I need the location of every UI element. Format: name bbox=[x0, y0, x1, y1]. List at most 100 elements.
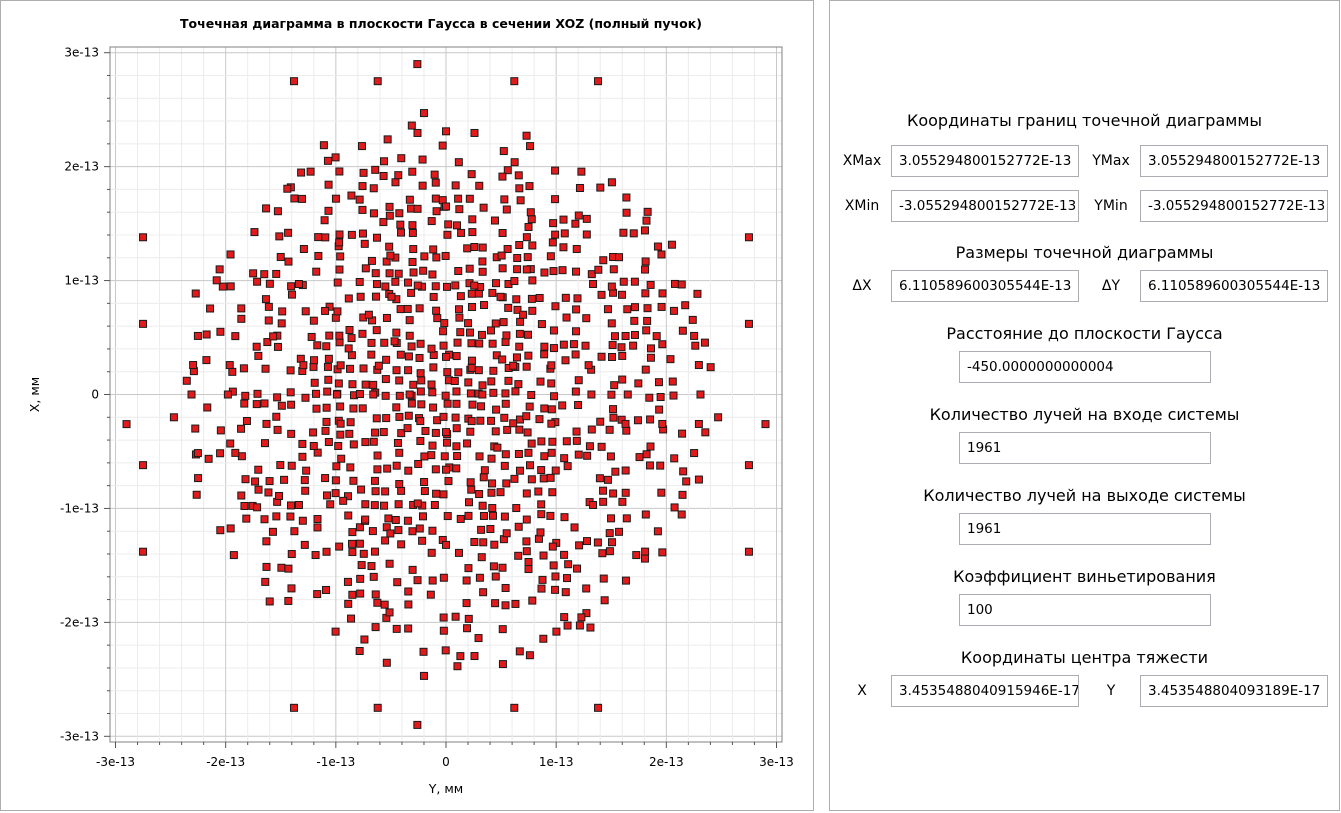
spot-point bbox=[608, 341, 617, 350]
spot-point bbox=[265, 477, 274, 486]
spot-point bbox=[455, 205, 464, 214]
spot-point bbox=[463, 624, 472, 633]
spot-point bbox=[298, 439, 307, 448]
spot-point bbox=[462, 576, 471, 585]
spot-point bbox=[273, 393, 282, 402]
spot-point bbox=[379, 428, 388, 437]
spot-point bbox=[560, 229, 569, 238]
spot-point bbox=[499, 147, 508, 156]
spot-diagram-panel: Точечная диаграмма в плоскости Гаусса в … bbox=[0, 0, 814, 811]
spot-point bbox=[498, 228, 507, 237]
spot-point bbox=[498, 172, 507, 181]
spot-point bbox=[582, 537, 591, 546]
spot-point bbox=[253, 503, 262, 512]
spot-point bbox=[524, 558, 533, 567]
spot-point bbox=[438, 141, 447, 150]
dy-field[interactable]: 6.110589600305544E-13 bbox=[1140, 270, 1328, 302]
spot-point bbox=[524, 565, 533, 574]
x-tick-label: 3e-13 bbox=[759, 755, 794, 769]
spot-point bbox=[393, 578, 402, 587]
spot-point bbox=[242, 416, 251, 425]
cx-field[interactable]: 3.4535488040915946E-17 bbox=[891, 675, 1079, 707]
spot-point bbox=[475, 181, 484, 190]
spot-point bbox=[463, 244, 472, 253]
spot-point bbox=[475, 490, 484, 499]
spot-point bbox=[385, 559, 394, 568]
spot-point bbox=[577, 167, 586, 176]
spot-point bbox=[226, 524, 235, 533]
spot-point bbox=[241, 475, 250, 484]
xmin-field[interactable]: -3.055294800152772E-13 bbox=[891, 190, 1079, 222]
ymin-field[interactable]: -3.055294800152772E-13 bbox=[1140, 190, 1328, 222]
spot-point bbox=[509, 361, 518, 370]
ymax-field[interactable]: 3.055294800152772E-13 bbox=[1140, 145, 1328, 177]
spot-point bbox=[439, 327, 448, 336]
rays-in-field[interactable]: 1961 bbox=[959, 432, 1211, 464]
spot-point bbox=[606, 452, 615, 461]
spot-point bbox=[511, 599, 520, 608]
spot-point bbox=[325, 331, 334, 340]
spot-point bbox=[476, 416, 485, 425]
spot-point bbox=[387, 292, 396, 301]
cy-field[interactable]: 3.453548804093189E-17 bbox=[1140, 675, 1328, 707]
spot-point bbox=[392, 624, 401, 633]
spot-point bbox=[653, 242, 662, 251]
spot-point bbox=[346, 364, 355, 373]
rays-out-field[interactable]: 1961 bbox=[959, 513, 1211, 545]
spot-point bbox=[643, 207, 652, 216]
spot-diagram-chart[interactable]: Точечная диаграмма в плоскости Гаусса в … bbox=[1, 1, 813, 810]
spot-point bbox=[347, 334, 356, 343]
spot-point bbox=[427, 217, 436, 226]
spot-point bbox=[404, 600, 413, 609]
spot-point bbox=[493, 443, 502, 452]
spot-point bbox=[549, 326, 558, 335]
spot-point bbox=[547, 361, 556, 370]
spot-point bbox=[380, 501, 389, 510]
spot-point bbox=[331, 153, 340, 162]
spot-point bbox=[513, 305, 522, 314]
spot-point bbox=[374, 361, 383, 370]
spot-point bbox=[502, 331, 511, 340]
spot-point bbox=[467, 363, 476, 372]
spot-point bbox=[418, 536, 427, 545]
spot-point bbox=[635, 453, 644, 462]
spot-point bbox=[382, 414, 391, 423]
spot-point bbox=[540, 350, 549, 359]
spot-point bbox=[442, 127, 450, 136]
spot-point bbox=[312, 267, 321, 276]
spot-point bbox=[348, 380, 357, 389]
spot-point bbox=[403, 424, 412, 433]
spot-point bbox=[453, 221, 462, 230]
spot-point bbox=[641, 289, 650, 298]
vignetting-field[interactable]: 100 bbox=[959, 594, 1211, 626]
spot-point bbox=[344, 599, 353, 608]
spot-point bbox=[594, 265, 603, 274]
spot-point bbox=[322, 342, 331, 351]
spot-point bbox=[319, 141, 328, 150]
spot-point bbox=[239, 364, 248, 373]
spot-point bbox=[536, 528, 545, 537]
spot-point bbox=[408, 228, 417, 237]
spot-point bbox=[216, 327, 225, 336]
spot-point bbox=[416, 417, 425, 426]
spot-point bbox=[347, 614, 356, 623]
spot-point bbox=[396, 220, 405, 229]
xmax-field[interactable]: 3.055294800152772E-13 bbox=[891, 145, 1079, 177]
spot-point bbox=[367, 256, 376, 265]
spot-point bbox=[510, 703, 519, 712]
spot-point bbox=[321, 306, 330, 315]
spot-point bbox=[572, 244, 581, 253]
spot-point bbox=[429, 292, 438, 301]
distance-field[interactable]: -450.0000000000004 bbox=[959, 351, 1211, 383]
spot-point bbox=[502, 529, 511, 538]
spot-point bbox=[286, 366, 295, 375]
spot-point bbox=[297, 168, 306, 177]
spot-point bbox=[311, 551, 320, 560]
dx-field[interactable]: 6.110589600305544E-13 bbox=[891, 270, 1079, 302]
spot-point bbox=[372, 326, 381, 335]
spot-point bbox=[409, 268, 418, 277]
spot-point bbox=[534, 534, 543, 543]
spot-point bbox=[605, 529, 614, 538]
spot-point bbox=[607, 282, 616, 291]
spot-point bbox=[503, 425, 512, 434]
